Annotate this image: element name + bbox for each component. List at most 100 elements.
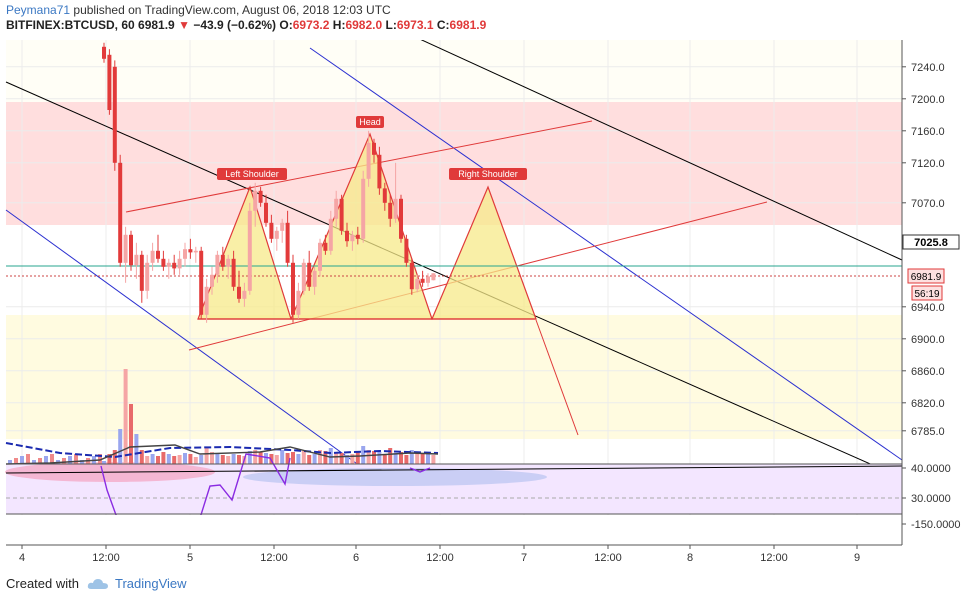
author-link[interactable]: Peymana71: [6, 3, 71, 17]
candle-body: [139, 254, 144, 291]
candle-body: [150, 250, 155, 263]
osc-ticks: 40.0000 30.0000 -150.0000: [902, 463, 961, 531]
volume-bar: [8, 460, 12, 464]
high-label: H:: [332, 18, 346, 32]
volume-bar: [199, 455, 204, 464]
volume-bar: [68, 456, 72, 464]
candle-body: [399, 198, 403, 239]
volume-bar: [80, 460, 84, 464]
price-tick-label: 7070.0: [911, 198, 945, 210]
support-zone: [6, 315, 902, 439]
candle-body: [280, 222, 285, 231]
head-label: Head: [356, 116, 384, 128]
close-label: C:: [436, 18, 450, 32]
volume-bar: [38, 458, 42, 464]
volume-bar: [14, 458, 18, 464]
candle-body: [301, 262, 306, 291]
down-triangle-icon: ▼: [178, 18, 190, 32]
low-value: 6973.1: [396, 18, 434, 32]
grid: [6, 40, 902, 545]
price-tick-label: 7240.0: [911, 62, 945, 74]
volume-bar: [74, 454, 78, 464]
time-tick-label: 5: [187, 552, 193, 564]
candle-body: [372, 142, 376, 155]
top-zone: [6, 40, 902, 102]
candle-body: [377, 154, 382, 189]
candle-body: [339, 198, 344, 231]
right-shoulder-label: Right Shoulder: [449, 168, 527, 180]
candle-body: [134, 254, 139, 266]
candle-body: [409, 262, 414, 290]
candle-body: [334, 198, 339, 219]
candle-body: [264, 202, 268, 223]
volume-bar: [102, 461, 106, 464]
price-ticks: 7240.0 7200.0 7160.0 7120.0 7070.0 6940.0 6900…: [902, 62, 945, 438]
svg-text:Right Shoulder: Right Shoulder: [458, 169, 518, 179]
volume-bar: [269, 454, 274, 464]
candle-body: [183, 249, 187, 259]
osc-tick-label: -150.0000: [911, 519, 961, 531]
svg-text:56:19: 56:19: [914, 289, 939, 300]
candle-body: [388, 202, 393, 219]
candle-body: [350, 234, 355, 242]
volume-bar: [226, 456, 231, 464]
low-label: L:: [385, 18, 397, 32]
left-shoulder-label: Left Shoulder: [217, 168, 287, 180]
time-tick-label: 12:00: [260, 552, 288, 564]
volume-bar: [215, 454, 220, 464]
candle-body: [361, 178, 366, 239]
volume-bar: [296, 454, 301, 464]
volume-bar: [280, 450, 285, 464]
candle-body: [312, 270, 317, 287]
volume-bar: [118, 429, 123, 464]
close-value: 6981.9: [449, 18, 487, 32]
candle-body: [123, 234, 128, 263]
volume-bar: [393, 453, 398, 464]
candle-body: [274, 230, 279, 239]
candle-body: [420, 278, 425, 283]
candle-body: [166, 262, 171, 267]
volume-bar: [231, 454, 236, 464]
volume-bar: [253, 450, 258, 464]
volume-bar: [258, 452, 263, 464]
price-chart[interactable]: Left Shoulder Head Right Shoulder 7240.0…: [0, 40, 971, 573]
price-tick-label: 6900.0: [911, 334, 945, 346]
candle-body: [156, 250, 160, 259]
candle-body: [269, 222, 274, 239]
volume-ma-dashed: [5, 442, 439, 459]
candle-body: [210, 274, 214, 287]
volume-ma-line: [5, 444, 439, 465]
tradingview-link[interactable]: TradingView: [114, 576, 187, 591]
volume-bar: [264, 453, 268, 464]
volume-bar: [426, 453, 430, 464]
osc-tick-label: 40.0000: [911, 463, 951, 475]
volume-bar: [161, 452, 166, 464]
candle-body: [161, 258, 166, 267]
high-value: 6982.0: [345, 18, 383, 32]
candle-body: [345, 230, 349, 242]
volume-bar: [210, 452, 214, 464]
volume-bar: [328, 448, 333, 464]
candle-body: [107, 54, 112, 110]
time-tick-label: 8: [687, 552, 693, 564]
candle-body: [393, 198, 398, 219]
volume-bar: [291, 452, 295, 464]
volume-bar: [123, 369, 128, 464]
volume-bar: [62, 458, 66, 464]
volume-bar: [50, 454, 54, 464]
lower-panel: [6, 515, 902, 545]
volume-bar: [350, 454, 355, 464]
osc-line-b: [199, 453, 291, 519]
volume-bar: [150, 454, 155, 464]
candle-body: [242, 290, 247, 299]
volume-bar: [345, 455, 349, 464]
candle-body: [215, 254, 220, 275]
volume-bar: [188, 454, 193, 464]
svg-text:Left Shoulder: Left Shoulder: [225, 169, 279, 179]
volume-bar: [183, 453, 187, 464]
osc-tick-label: 30.0000: [911, 493, 951, 505]
price-tick-label: 6860.0: [911, 366, 945, 378]
time-tick-label: 9: [854, 552, 860, 564]
volume-bar: [44, 456, 48, 464]
